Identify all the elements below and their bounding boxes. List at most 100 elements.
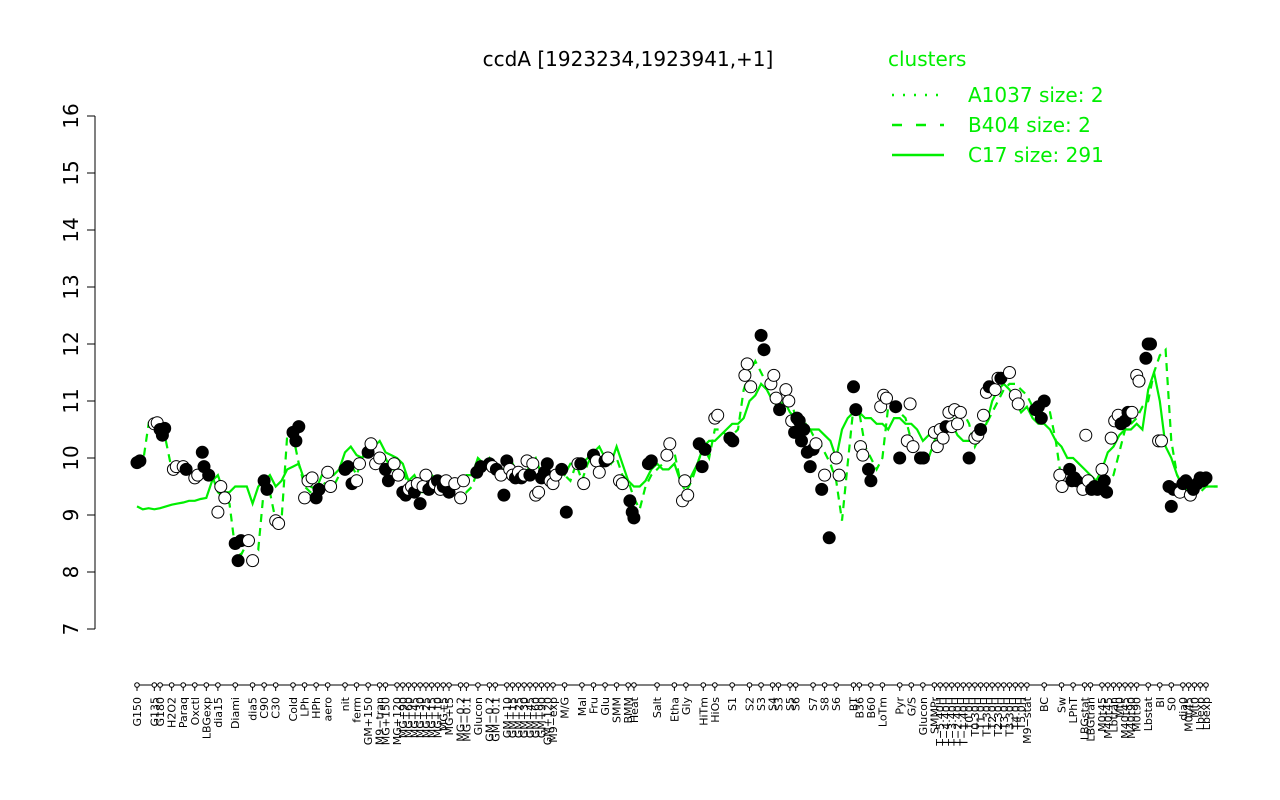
data-point bbox=[577, 477, 591, 491]
data-point bbox=[1104, 431, 1118, 445]
data-point bbox=[1011, 397, 1025, 411]
x-tick-label: Gly bbox=[680, 697, 693, 716]
x-tick-marker bbox=[428, 682, 435, 688]
legend: clusters A1037 size: 2 B404 size: 2 C17 si… bbox=[888, 47, 1104, 167]
x-tick-label: BI bbox=[1154, 697, 1167, 708]
data-point bbox=[497, 488, 511, 502]
x-tick-label: M9−exp bbox=[547, 697, 560, 743]
data-point bbox=[862, 462, 875, 476]
x-tick-marker bbox=[232, 682, 239, 688]
x-tick-label: Glucon bbox=[917, 697, 930, 735]
series-lines bbox=[136, 347, 1218, 557]
x-tick-label: BMM bbox=[622, 697, 635, 724]
x-tick-label: HiOs bbox=[709, 697, 722, 723]
x-tick-label: S3 bbox=[755, 697, 768, 711]
x-tick-label: HiTm bbox=[697, 697, 710, 726]
y-tick-label: 13 bbox=[59, 274, 83, 299]
data-point bbox=[526, 457, 540, 471]
x-tick-label: S8 bbox=[819, 697, 832, 711]
x-tick-label: MG+10 bbox=[432, 697, 445, 738]
x-tick-marker bbox=[1099, 682, 1105, 688]
data-point bbox=[822, 531, 836, 545]
data-point bbox=[797, 423, 811, 436]
x-tick-label: T1.30H bbox=[980, 697, 993, 737]
x-tick-label: T−1.40H bbox=[957, 697, 970, 747]
x-tick-label: T4.0H bbox=[1009, 697, 1022, 730]
x-tick-marker bbox=[272, 682, 279, 688]
data-point bbox=[893, 451, 907, 465]
data-point bbox=[644, 454, 658, 468]
x-tick-marker bbox=[729, 682, 735, 688]
data-point bbox=[555, 462, 569, 476]
data-point bbox=[744, 380, 758, 394]
x-tick-marker bbox=[1122, 682, 1128, 688]
x-tick-label: Lbexp bbox=[1200, 697, 1213, 730]
y-tick-label: 10 bbox=[59, 445, 83, 470]
x-tick-label: T−4.40H bbox=[940, 697, 953, 747]
x-tick-marker bbox=[301, 682, 308, 688]
data-point bbox=[381, 474, 395, 488]
data-point bbox=[532, 485, 546, 499]
x-tick-marker bbox=[908, 682, 915, 688]
x-tick-marker bbox=[157, 682, 163, 688]
x-tick-label: Oxctl bbox=[189, 697, 202, 725]
data-point bbox=[1199, 471, 1213, 485]
data-point bbox=[795, 434, 808, 448]
data-point bbox=[1079, 428, 1093, 442]
data-point bbox=[1055, 480, 1069, 493]
x-tick-label: B36 bbox=[853, 697, 866, 719]
x-tick-label: GM+10 bbox=[501, 697, 514, 738]
y-tick-label: 12 bbox=[59, 331, 83, 356]
x-tick-label: T1.0H bbox=[975, 697, 988, 730]
data-point bbox=[698, 442, 712, 456]
legend-label: C17 size: 291 bbox=[968, 143, 1104, 167]
x-tick-label: M9−tran bbox=[374, 697, 387, 745]
x-tick-label: T3.30H bbox=[1004, 697, 1017, 737]
x-tick-label: M0t90 bbox=[1131, 697, 1144, 732]
legend-label: B404 size: 2 bbox=[968, 113, 1091, 137]
x-tick-marker bbox=[290, 682, 296, 688]
data-point bbox=[350, 474, 364, 488]
x-tick-marker bbox=[850, 682, 857, 688]
x-tick-label: S2 bbox=[744, 697, 757, 711]
x-tick-marker bbox=[324, 682, 331, 688]
data-point bbox=[815, 482, 829, 496]
data-point bbox=[1155, 434, 1168, 448]
data-point bbox=[133, 454, 147, 468]
x-tick-marker bbox=[405, 682, 412, 688]
x-tick-label: aero bbox=[322, 697, 335, 722]
x-tick-marker bbox=[434, 682, 441, 688]
x-tick-marker bbox=[977, 682, 984, 688]
x-tick-marker bbox=[446, 682, 452, 688]
x-tick-label: T−3.40H bbox=[946, 697, 959, 747]
x-tick-marker bbox=[989, 682, 996, 688]
x-tick-marker bbox=[625, 682, 631, 688]
x-tick-marker bbox=[943, 682, 949, 688]
y-tick-label: 9 bbox=[59, 509, 83, 522]
data-point bbox=[231, 554, 245, 568]
x-tick-label: S6 bbox=[830, 697, 843, 711]
x-tick-label: SMM bbox=[611, 697, 624, 723]
x-tick-marker bbox=[792, 682, 799, 688]
x-tick-label: GM+150 bbox=[362, 697, 375, 745]
data-point bbox=[1003, 366, 1016, 379]
data-point bbox=[413, 497, 427, 511]
x-tick-label: G180 bbox=[154, 697, 167, 727]
data-point bbox=[779, 383, 793, 397]
x-tick-marker bbox=[954, 682, 961, 688]
x-tick-marker bbox=[1104, 682, 1111, 688]
data-point bbox=[523, 468, 537, 482]
y-tick-label: 11 bbox=[59, 388, 83, 413]
x-tick-label: Lbstat bbox=[1142, 696, 1155, 731]
x-tick-marker bbox=[151, 682, 158, 688]
x-tick-marker bbox=[920, 682, 926, 688]
x-tick-label: G150 bbox=[131, 697, 144, 727]
x-tick-marker bbox=[521, 682, 527, 688]
data-point bbox=[260, 482, 274, 496]
data-point bbox=[292, 420, 306, 434]
x-tick-label: MG−0.1 bbox=[460, 697, 473, 742]
x-tick-label: MG+60 bbox=[403, 697, 416, 738]
x-tick-marker bbox=[509, 682, 516, 688]
x-tick-marker bbox=[376, 682, 383, 688]
x-tick-label: M40t90 bbox=[1125, 697, 1138, 739]
